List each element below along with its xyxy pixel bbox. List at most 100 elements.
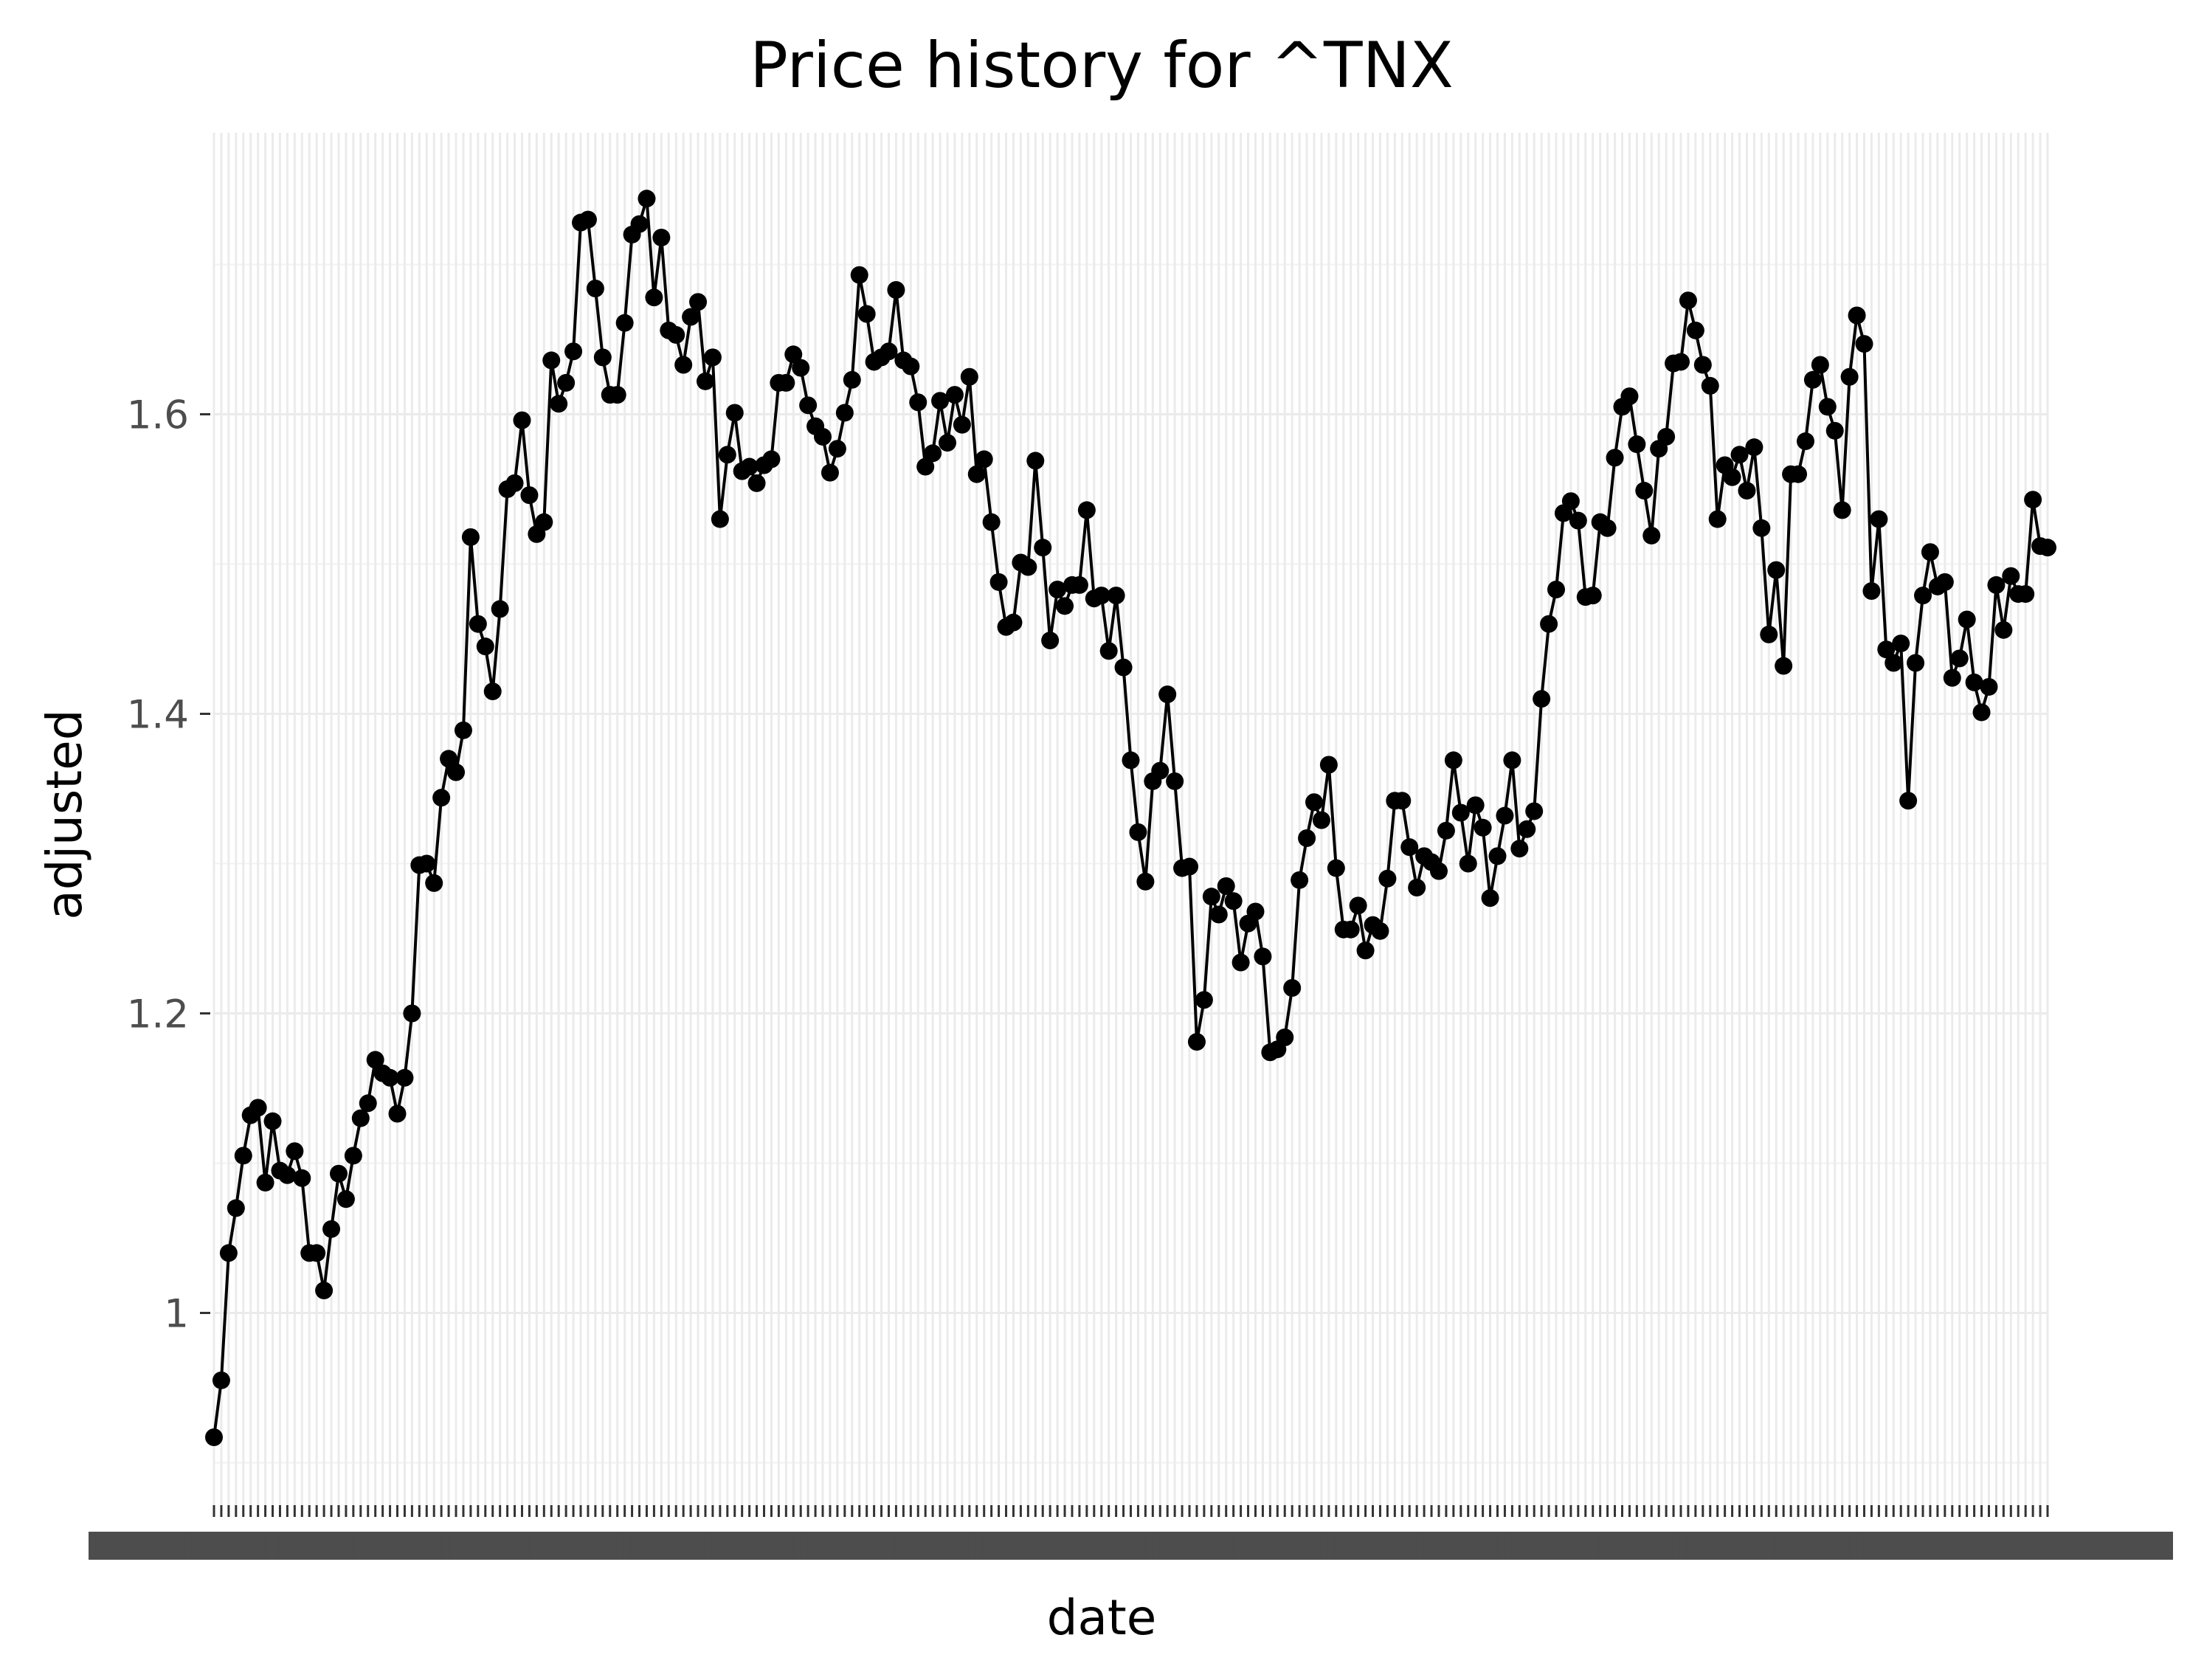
data-point [1077,501,1096,519]
data-point [1767,561,1786,579]
data-point [1400,838,1419,857]
data-point [578,210,597,229]
data-point [1818,398,1837,416]
data-point [1745,438,1763,457]
data-point [1408,878,1426,896]
data-point [1459,854,1477,873]
data-point [1540,615,1558,633]
data-point [630,215,649,233]
data-point [1701,376,1719,395]
y-axis-title: adjusted [36,709,93,919]
data-point [2002,567,2020,585]
data-point [1950,649,1969,668]
data-point [1994,621,2013,639]
data-point [1598,519,1617,537]
data-point [308,1244,326,1262]
x-axis-tick-label [1922,1532,2173,1560]
data-point [219,1244,238,1262]
data-point [821,463,839,482]
data-point [1943,668,1961,687]
x-axis [89,1505,2173,1560]
data-point [784,345,803,364]
data-point [1217,877,1235,895]
data-point [1451,803,1470,822]
y-axis: 1 1.2 1.4 1.6 [127,393,210,1337]
data-point [1730,446,1749,464]
data-point [336,1190,355,1209]
data-point [1811,356,1829,374]
data-point [1848,306,1866,325]
data-point [1738,482,1756,500]
data-point [1202,888,1220,906]
y-axis-tick-label: 1.2 [127,992,189,1037]
data-point [2039,539,2056,557]
data-point [1341,920,1360,938]
data-point [1099,642,1118,660]
data-point [461,528,480,546]
data-point [366,1051,384,1069]
data-point [1583,587,1602,605]
data-point [1474,818,1492,837]
data-point [278,1166,297,1184]
data-point [1892,635,1910,653]
data-point [1606,449,1624,467]
data-point [1166,772,1184,790]
data-point [1181,857,1199,876]
data-point [1510,840,1529,858]
data-point [638,190,656,208]
data-point [711,510,729,528]
data-point [1378,869,1397,888]
data-point [674,356,693,374]
data-point [762,450,781,469]
data-point [1642,526,1661,545]
data-point [792,359,810,377]
data-point [718,446,736,464]
data-point [887,281,905,300]
data-point [1907,654,1925,672]
data-point [989,573,1008,591]
data-point [1158,685,1177,704]
data-point [1679,291,1697,310]
data-point [1437,821,1455,840]
data-point [447,763,466,781]
data-point [1276,1028,1294,1046]
data-point [322,1220,341,1238]
data-point [1635,482,1654,500]
data-point [425,874,443,892]
data-point [1129,823,1147,841]
data-point [1803,370,1822,389]
data-point [689,293,708,311]
data-point [1620,387,1639,406]
data-point [520,486,539,505]
data-point [1466,796,1485,815]
data-point [1151,761,1170,780]
data-point [1114,658,1133,677]
data-point [1825,421,1844,440]
data-point [1246,902,1265,921]
data-point [1877,640,1896,659]
data-point [535,513,553,531]
data-point [388,1105,407,1123]
data-point [1980,677,1998,696]
data-point [747,474,766,492]
data-point [982,513,1001,531]
data-point [1525,802,1544,820]
data-point [1187,1033,1206,1051]
data-point [1070,575,1088,594]
data-point [1283,978,1302,997]
data-point [1972,703,1991,722]
data-point [1870,510,1888,528]
data-point [286,1142,304,1161]
data-point [1503,751,1521,770]
data-point [924,444,942,463]
data-point [249,1099,267,1117]
data-point [550,395,568,413]
data-point [608,386,626,404]
plot-panel [213,133,2049,1505]
data-point [491,600,509,618]
data-point [2024,491,2042,509]
data-point [557,373,576,392]
data-point [432,789,451,807]
data-point [1885,654,1903,672]
